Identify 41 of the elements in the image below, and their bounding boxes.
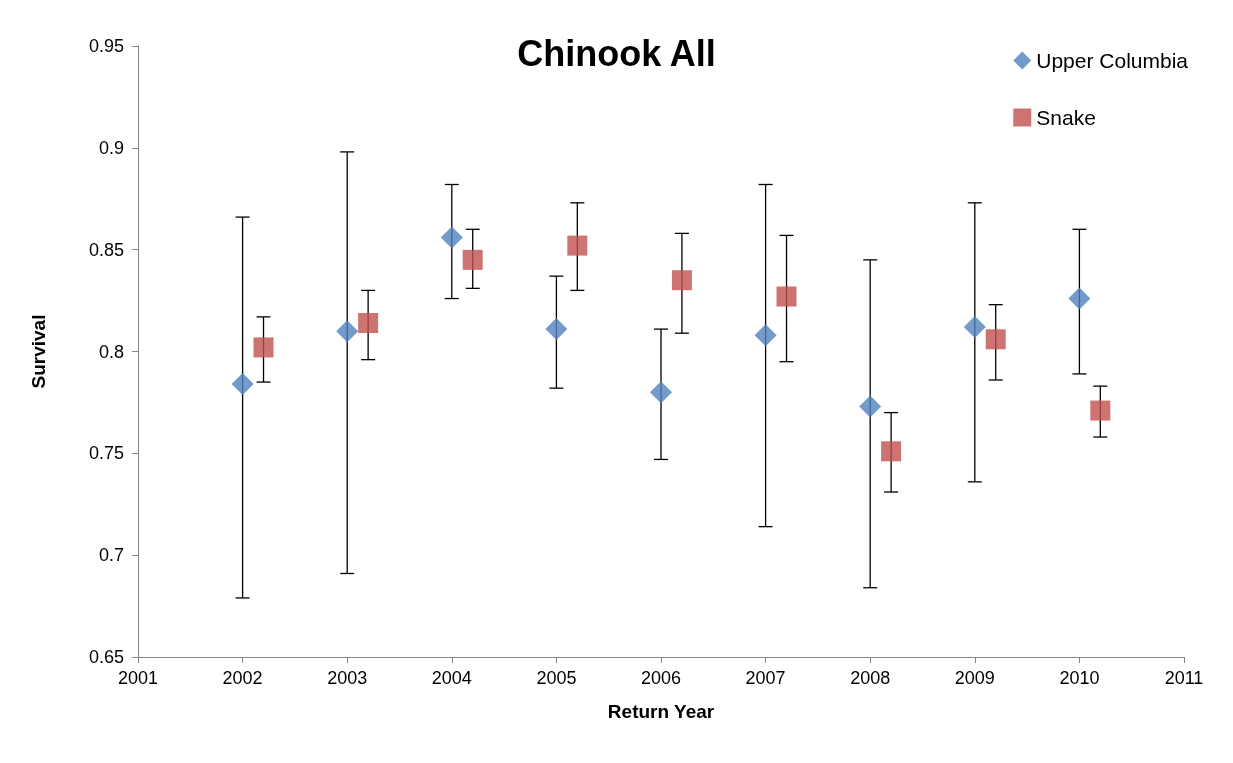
point (776, 286, 797, 307)
y-tick-label: 0.95 (88, 36, 124, 56)
x-tick-label: 2001 (117, 668, 159, 688)
point (545, 318, 568, 341)
x-tick-label: 2003 (327, 668, 368, 688)
point (358, 312, 379, 333)
point (671, 270, 692, 291)
point (650, 381, 672, 404)
x-tick-label: 2009 (954, 668, 995, 688)
point (754, 324, 777, 347)
y-axis-title: Survival (28, 314, 49, 389)
point (963, 316, 986, 339)
x-tick-label: 2006 (640, 668, 682, 688)
x-tick-label: 2004 (431, 668, 472, 688)
point (231, 373, 254, 396)
x-tick-label: 2010 (1059, 668, 1100, 688)
point (859, 395, 882, 418)
x-axis-title: Return Year (607, 701, 715, 722)
y-tick-label: 0.85 (88, 239, 124, 260)
x-tick-label: 2005 (536, 668, 577, 688)
x-tick-label: 2002 (222, 668, 263, 688)
point (336, 320, 359, 343)
x-tick-label: 2007 (745, 668, 786, 688)
x-tick-label: 2011 (1164, 668, 1204, 688)
point (462, 249, 483, 270)
point (1090, 400, 1111, 421)
point (253, 337, 274, 358)
point (567, 235, 588, 256)
point (881, 441, 902, 462)
y-tick-label: 0.8 (98, 341, 124, 362)
y-tick-label: 0.7 (98, 545, 124, 566)
y-tick-label: 0.65 (88, 647, 124, 667)
legend-label: Snake (1036, 106, 1096, 129)
chart-title: Chinook All (517, 32, 716, 74)
x-tick-label: 2008 (850, 668, 891, 688)
point (440, 226, 463, 249)
legend-label: Upper Columbia (1036, 49, 1189, 72)
y-tick-label: 0.75 (88, 443, 124, 464)
point (985, 329, 1006, 350)
point (1068, 287, 1091, 310)
y-tick-label: 0.9 (98, 137, 124, 158)
